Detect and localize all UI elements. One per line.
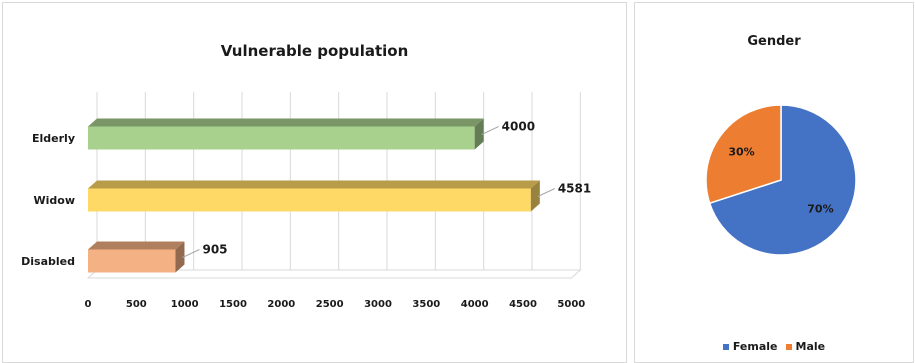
legend-label: Female (732, 340, 778, 353)
legend-label: Male (795, 340, 826, 353)
bar-chart-title: Vulnerable population (220, 42, 409, 60)
x-tick-label: 1500 (219, 299, 247, 310)
x-tick-label: 2000 (267, 299, 295, 310)
pie-legend: Female Male (635, 340, 913, 353)
pie-slice-label: 70% (807, 203, 833, 216)
legend-swatch (785, 344, 792, 350)
y-category-label: Widow (34, 194, 76, 207)
bar (88, 126, 475, 150)
data-label-leader (481, 126, 499, 135)
bar-side-face (474, 118, 484, 150)
data-label-leader (182, 249, 200, 258)
pie-slice-female (708, 104, 857, 256)
data-label: 4581 (558, 182, 591, 196)
pie-chart-title: Gender (747, 34, 801, 49)
legend-item-male: Male (785, 340, 826, 353)
bar (88, 188, 531, 212)
bar (88, 249, 176, 273)
x-tick-label: 0 (85, 299, 92, 310)
pie-slice-male (705, 104, 782, 205)
x-tick-label: 3500 (412, 299, 440, 310)
pie-slice-label: 30% (728, 145, 754, 158)
bar-top-face (88, 180, 540, 189)
data-label: 905 (202, 243, 227, 257)
bar-side-face (175, 241, 185, 273)
legend-item-female: Female (722, 340, 778, 353)
x-tick-label: 4500 (509, 299, 537, 310)
x-tick-label: 2500 (316, 299, 344, 310)
x-tick-label: 3000 (364, 299, 392, 310)
x-tick-label: 4000 (461, 299, 489, 310)
x-tick-label: 1000 (171, 299, 199, 310)
data-label: 4000 (502, 120, 535, 134)
x-tick-label: 500 (126, 299, 147, 310)
pie-chart-panel: Gender Female Male (634, 2, 914, 363)
bar-top-face (88, 118, 484, 127)
y-category-label: Elderly (32, 132, 75, 145)
chart-floor (86, 269, 582, 279)
legend-swatch (722, 344, 729, 350)
bar-side-face (530, 180, 540, 212)
bar-top-face (88, 241, 185, 250)
data-label-leader (537, 188, 556, 197)
y-category-label: Disabled (21, 255, 75, 268)
x-tick-label: 5000 (557, 299, 585, 310)
